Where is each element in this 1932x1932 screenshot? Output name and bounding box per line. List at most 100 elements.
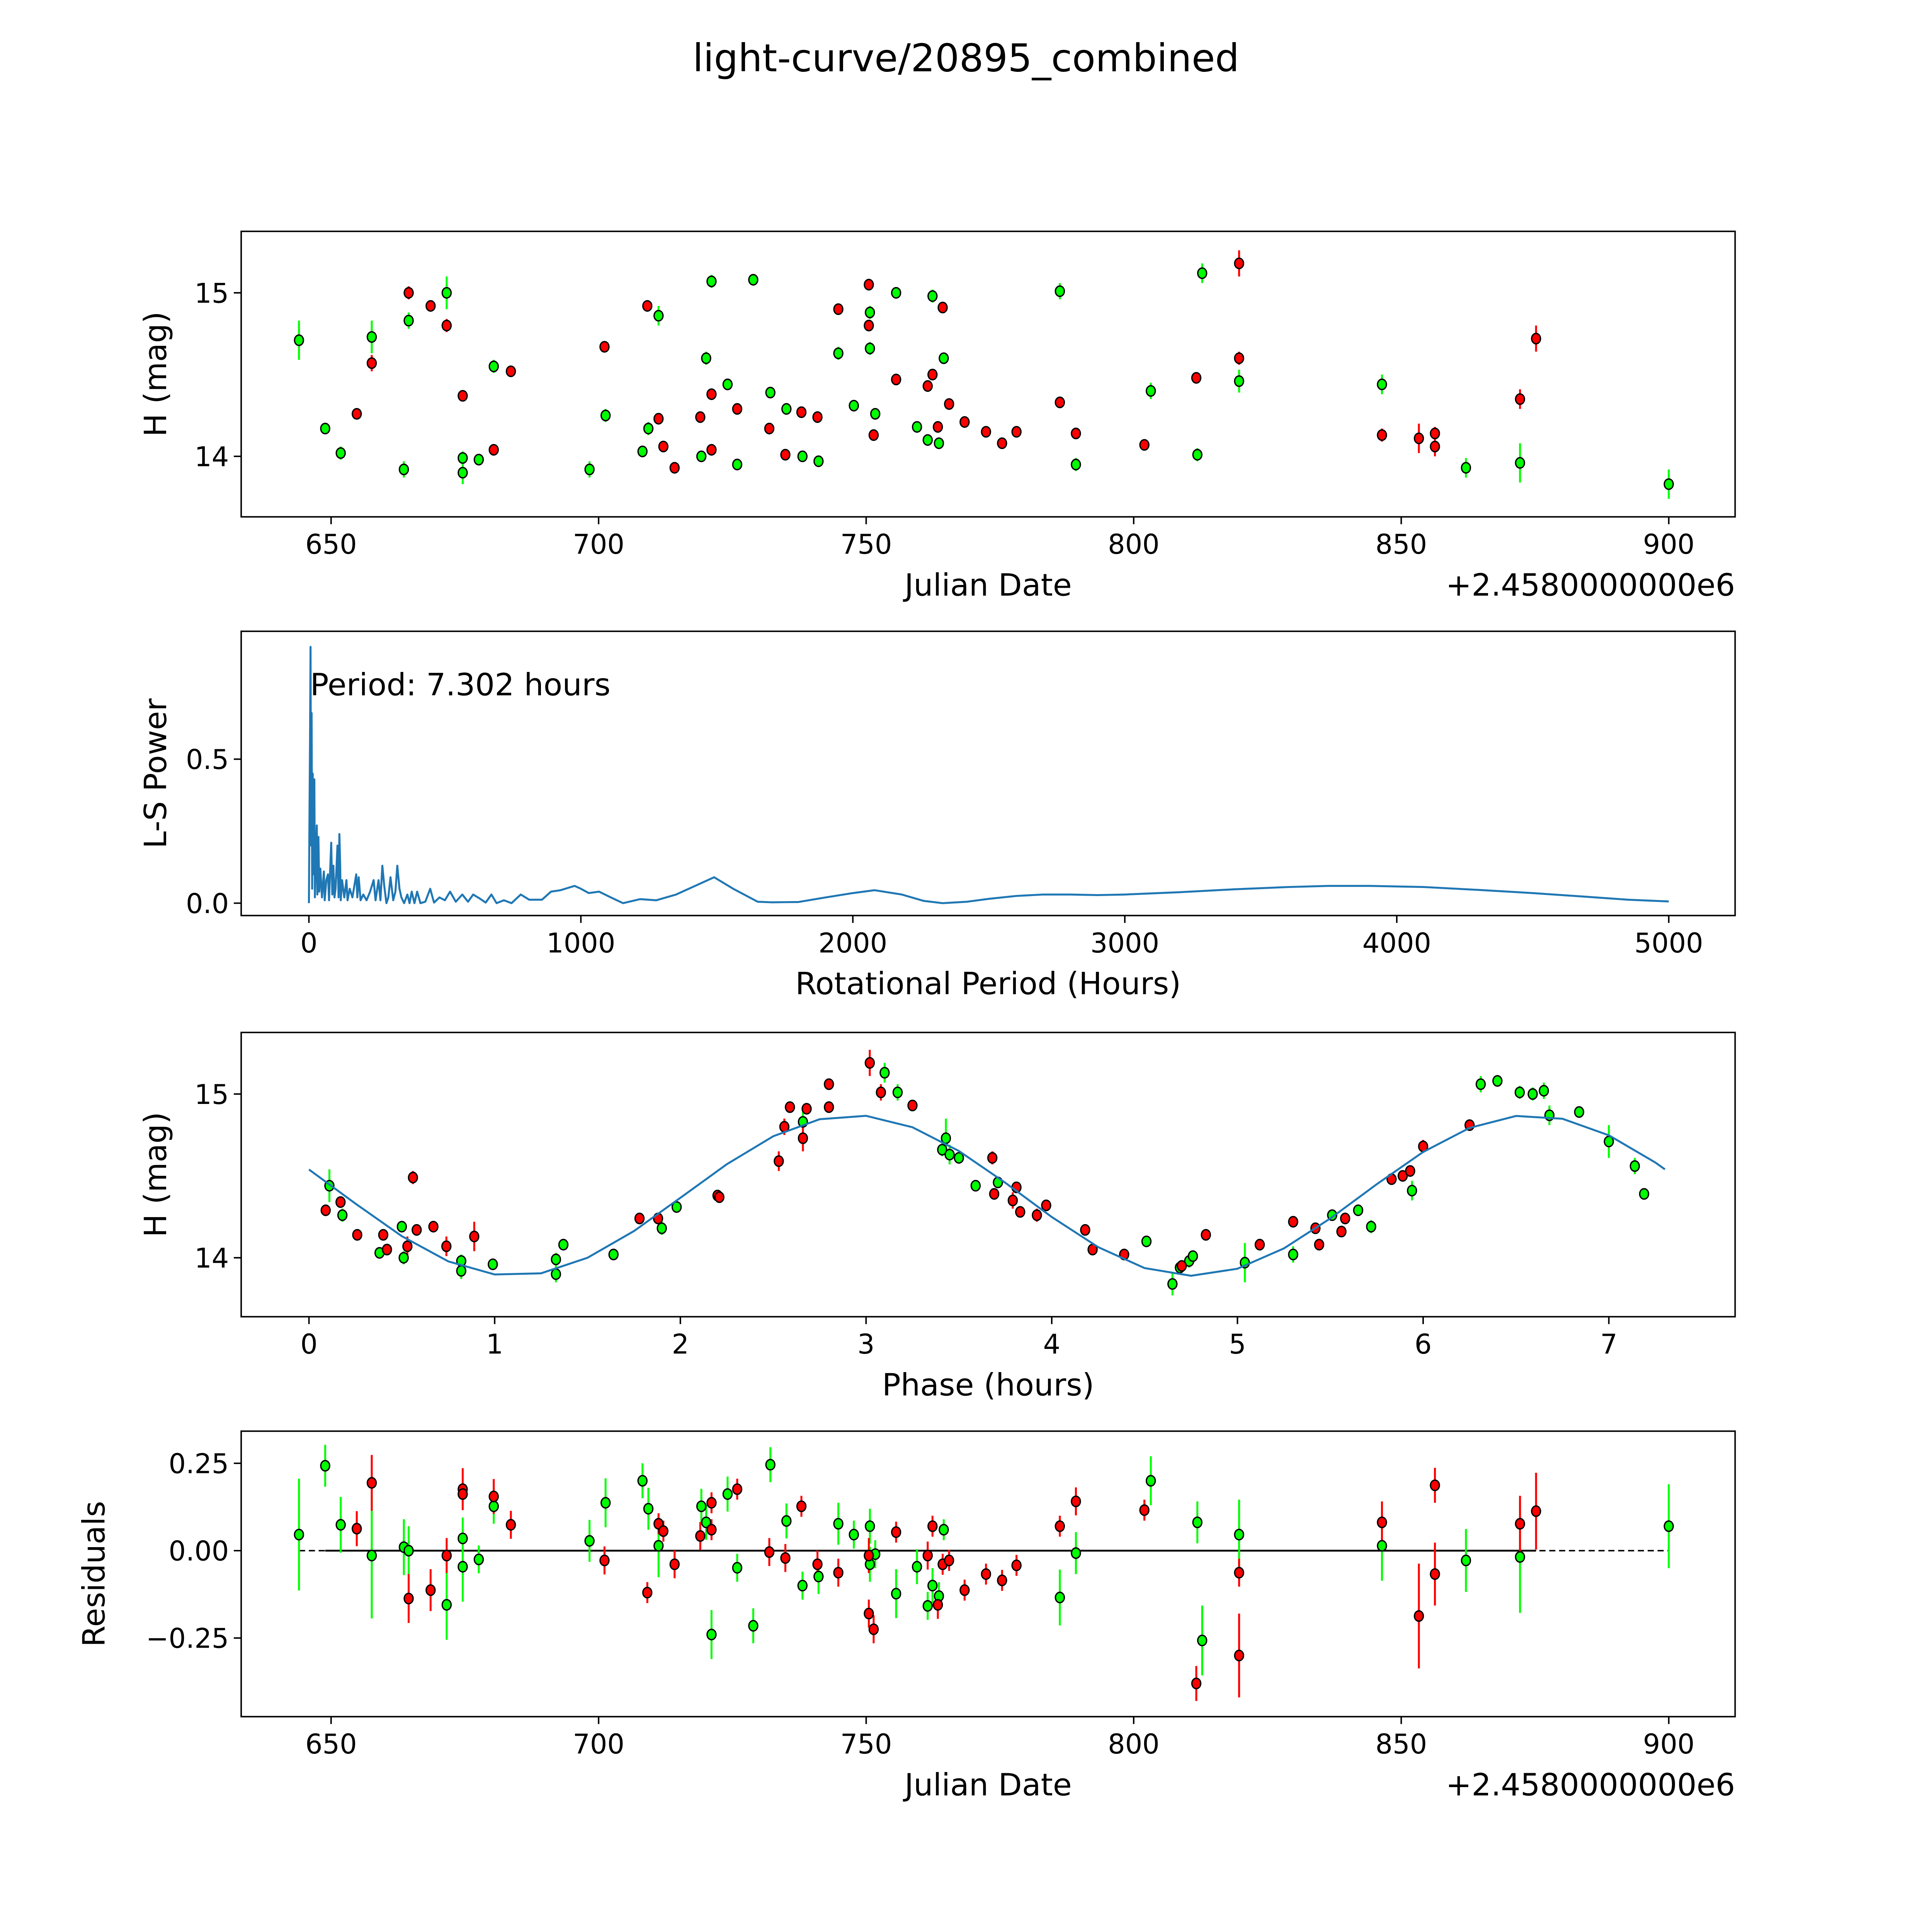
x-tick-label: 5000 — [1634, 927, 1703, 959]
axes-frame — [240, 230, 1736, 518]
data-point-red — [1041, 1199, 1051, 1211]
data-point-red — [457, 390, 468, 402]
data-point-green — [457, 1532, 468, 1544]
data-point-green — [1141, 1235, 1152, 1247]
data-point-green — [797, 1580, 808, 1592]
data-point-green — [701, 1516, 711, 1528]
x-axis-label: Rotational Period (Hours) — [795, 966, 1181, 1002]
x-tick-label: 4000 — [1362, 927, 1431, 959]
data-point-red — [864, 1607, 874, 1620]
data-point-red — [1032, 1209, 1042, 1221]
data-point-green — [865, 306, 875, 318]
data-point-green — [892, 1086, 903, 1099]
data-point-red — [403, 287, 414, 299]
data-point-red — [488, 444, 499, 456]
x-tick-label: 850 — [1376, 529, 1427, 560]
data-point-red — [922, 380, 933, 392]
data-point-green — [781, 403, 792, 415]
data-point-green — [335, 1519, 346, 1531]
data-point-red — [1288, 1216, 1298, 1228]
data-point-red — [1234, 257, 1244, 269]
data-point-red — [1405, 1165, 1415, 1177]
data-point-green — [944, 1148, 955, 1161]
data-point-red — [441, 1240, 452, 1252]
data-point-green — [1071, 459, 1081, 471]
data-point-green — [1377, 378, 1387, 390]
data-point-green — [748, 274, 759, 286]
data-point-green — [813, 1570, 824, 1583]
data-point-green — [927, 1580, 938, 1592]
data-point-red — [1430, 1479, 1440, 1492]
data-point-red — [488, 1490, 499, 1503]
data-point-red — [944, 398, 954, 410]
data-point-red — [1430, 1568, 1440, 1580]
data-point-green — [488, 1500, 499, 1512]
data-point-red — [796, 1500, 807, 1512]
x-tick-label: 650 — [305, 1728, 357, 1760]
x-tick-label: 1 — [486, 1328, 503, 1360]
x-offset-label: +2.4580000000e6 — [1446, 1767, 1735, 1803]
data-point-green — [1461, 1554, 1471, 1566]
data-point-red — [599, 341, 610, 353]
data-point-red — [981, 1568, 992, 1580]
data-point-red — [864, 1057, 875, 1069]
data-point-red — [706, 1524, 717, 1536]
data-point-red — [1011, 1559, 1022, 1571]
data-point-green — [891, 287, 901, 299]
data-point-green — [870, 408, 881, 420]
data-point-green — [441, 1599, 452, 1611]
data-point-green — [366, 331, 377, 343]
data-point-red — [1015, 1206, 1026, 1218]
data-point-red — [876, 1086, 886, 1099]
data-point-green — [398, 1252, 409, 1264]
data-point-red — [1340, 1213, 1350, 1225]
data-point-red — [403, 1592, 414, 1605]
data-point-red — [695, 411, 706, 423]
data-point-red — [764, 1546, 775, 1558]
data-point-red — [1011, 426, 1022, 438]
data-point-red — [1191, 372, 1202, 384]
data-point-green — [1492, 1075, 1503, 1087]
data-point-green — [722, 378, 733, 390]
data-point-red — [1234, 1650, 1244, 1662]
axes-frame — [240, 1032, 1736, 1318]
data-point-red — [505, 1519, 516, 1531]
data-point-green — [1461, 462, 1471, 474]
data-point-green — [1234, 375, 1244, 387]
data-point-green — [1663, 1520, 1674, 1532]
data-point-red — [907, 1099, 918, 1112]
data-point-red — [1515, 393, 1525, 405]
data-point-red — [927, 369, 938, 381]
data-point-red — [774, 1155, 784, 1167]
data-point-red — [833, 303, 844, 315]
data-point-red — [868, 1623, 879, 1635]
data-point-green — [706, 276, 717, 287]
data-point-green — [1515, 1551, 1525, 1563]
data-point-red — [732, 403, 743, 415]
data-point-red — [812, 411, 823, 423]
plot-area — [308, 646, 1669, 904]
data-point-green — [765, 386, 776, 399]
data-point-green — [1187, 1250, 1198, 1262]
periodogram-line — [308, 646, 1669, 904]
data-point-green — [584, 463, 595, 475]
fit-curve — [308, 1115, 1666, 1277]
data-point-red — [798, 1132, 808, 1144]
data-point-green — [1146, 1475, 1156, 1487]
data-point-red — [1397, 1170, 1408, 1182]
data-point-red — [764, 422, 775, 435]
data-point-green — [656, 1222, 667, 1234]
data-point-green — [765, 1459, 776, 1471]
x-tick-label: 700 — [573, 529, 624, 560]
data-point-red — [959, 416, 970, 428]
x-axis-label: Julian Date — [903, 567, 1072, 603]
x-tick-label: 900 — [1643, 529, 1695, 560]
subplot-periodogram: 0 1000 2000 3000 4000 5000 0.0 0.5 Rotational Pe… — [138, 630, 1736, 1002]
data-point-green — [701, 352, 711, 364]
data-point-green — [1527, 1088, 1538, 1100]
data-point-green — [551, 1253, 561, 1265]
data-point-green — [488, 361, 499, 372]
data-point-green — [922, 434, 933, 446]
